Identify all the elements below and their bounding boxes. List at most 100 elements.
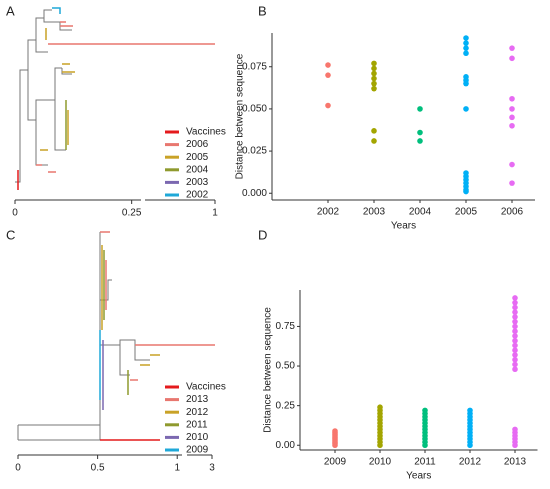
- x-axis-label: Years: [391, 221, 416, 232]
- point: [417, 138, 423, 144]
- point: [422, 407, 428, 414]
- point: [509, 114, 515, 121]
- point: [332, 428, 338, 434]
- point: [463, 35, 469, 41]
- point: [371, 65, 377, 72]
- point: [509, 122, 515, 129]
- point: [463, 40, 469, 46]
- point: [467, 407, 473, 414]
- point: [325, 72, 331, 78]
- point: [463, 80, 469, 87]
- point: [463, 50, 469, 57]
- legend-label: 2009: [186, 445, 209, 456]
- x-tick-label: 2002: [317, 207, 340, 218]
- point: [325, 62, 331, 68]
- x-tick-label: 2005: [455, 207, 478, 218]
- point: [377, 404, 383, 411]
- point: [512, 352, 518, 358]
- x-tick-label: 2010: [369, 457, 392, 468]
- x-tick-label: 1: [212, 208, 218, 219]
- x-tick-label: 3: [209, 463, 215, 474]
- legend-label: Vaccines: [186, 127, 226, 138]
- point: [512, 314, 518, 320]
- x-tick-label: 0.25: [122, 208, 142, 219]
- x-tick-label: 1: [174, 463, 180, 474]
- tree-branch: [100, 339, 150, 361]
- point: [509, 180, 515, 186]
- point: [371, 60, 377, 67]
- point: [509, 106, 515, 112]
- x-tick-label: 2013: [504, 457, 527, 468]
- y-tick-label: 0.025: [242, 146, 267, 157]
- point: [417, 106, 423, 112]
- x-tick-label: 2011: [414, 457, 436, 468]
- legend-label: 2003: [186, 177, 209, 188]
- point: [512, 366, 518, 373]
- point: [512, 426, 518, 433]
- legend-label: 2002: [186, 190, 209, 201]
- tree-tip: [62, 63, 75, 73]
- tree-tip: [140, 354, 160, 366]
- legend-label: 2011: [186, 419, 208, 430]
- y-axis-label: Distance between sequence: [235, 53, 246, 179]
- point: [512, 318, 518, 325]
- panel-letter: A: [6, 3, 15, 18]
- point: [509, 55, 515, 62]
- tree-tip: [52, 7, 61, 14]
- point: [371, 138, 377, 144]
- point: [512, 328, 518, 334]
- legend-label: 2012: [186, 407, 209, 418]
- point: [371, 80, 377, 87]
- tree-branch: [35, 18, 48, 53]
- tree-branch: [54, 100, 66, 151]
- legend-label: 2005: [186, 152, 209, 163]
- point: [371, 128, 377, 134]
- point: [512, 347, 518, 353]
- point: [512, 356, 518, 363]
- legend-label: 2010: [186, 432, 209, 443]
- point: [325, 102, 331, 109]
- panel-letter: D: [258, 227, 267, 242]
- legend-label: 2004: [186, 164, 209, 175]
- y-tick-label: 0.25: [276, 400, 296, 411]
- y-tick-label: 0.050: [242, 104, 267, 115]
- panel-letter: B: [258, 3, 267, 18]
- point: [512, 299, 518, 306]
- tree-tip: [60, 21, 73, 27]
- x-tick-label: 2003: [363, 207, 386, 218]
- point: [512, 337, 518, 344]
- point: [463, 106, 469, 112]
- point: [512, 342, 518, 349]
- legend-label: Vaccines: [186, 382, 226, 393]
- x-axis-label: Years: [406, 471, 431, 482]
- point: [371, 85, 377, 92]
- tree-tip: [40, 28, 48, 151]
- y-axis-label: Distance between sequence: [263, 307, 274, 433]
- y-tick-label: 0.075: [242, 61, 267, 72]
- point: [371, 75, 377, 82]
- y-tick-label: 0.75: [276, 321, 296, 332]
- point: [509, 161, 515, 168]
- tree-branch: [61, 68, 72, 75]
- point: [512, 295, 518, 301]
- y-tick-label: 0.000: [242, 188, 267, 199]
- x-tick-label: 0: [12, 208, 18, 219]
- x-tick-label: 0: [15, 463, 21, 474]
- point: [417, 129, 423, 136]
- x-tick-label: 2012: [459, 457, 482, 468]
- point: [512, 323, 518, 330]
- point: [463, 45, 469, 51]
- y-tick-label: 0.50: [276, 361, 296, 372]
- x-tick-label: 0.5: [91, 463, 105, 474]
- point: [509, 95, 515, 102]
- tree-tip: [36, 164, 56, 173]
- y-tick-label: 0.00: [276, 440, 296, 451]
- point: [512, 361, 518, 368]
- point: [512, 304, 518, 311]
- tree-branch: [17, 424, 100, 441]
- point: [371, 70, 377, 77]
- x-tick-label: 2004: [409, 207, 432, 218]
- legend-label: 2013: [186, 394, 209, 405]
- tree-branch: [27, 40, 62, 121]
